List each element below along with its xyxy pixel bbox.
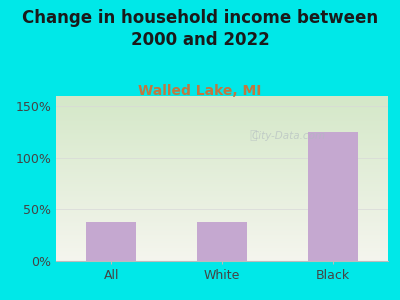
Bar <box>308 132 358 261</box>
Bar <box>197 222 247 261</box>
Text: ⓘ: ⓘ <box>250 129 257 142</box>
Text: Change in household income between
2000 and 2022: Change in household income between 2000 … <box>22 9 378 49</box>
Bar <box>86 222 136 261</box>
Text: Walled Lake, MI: Walled Lake, MI <box>138 84 262 98</box>
Text: City-Data.com: City-Data.com <box>251 130 326 141</box>
